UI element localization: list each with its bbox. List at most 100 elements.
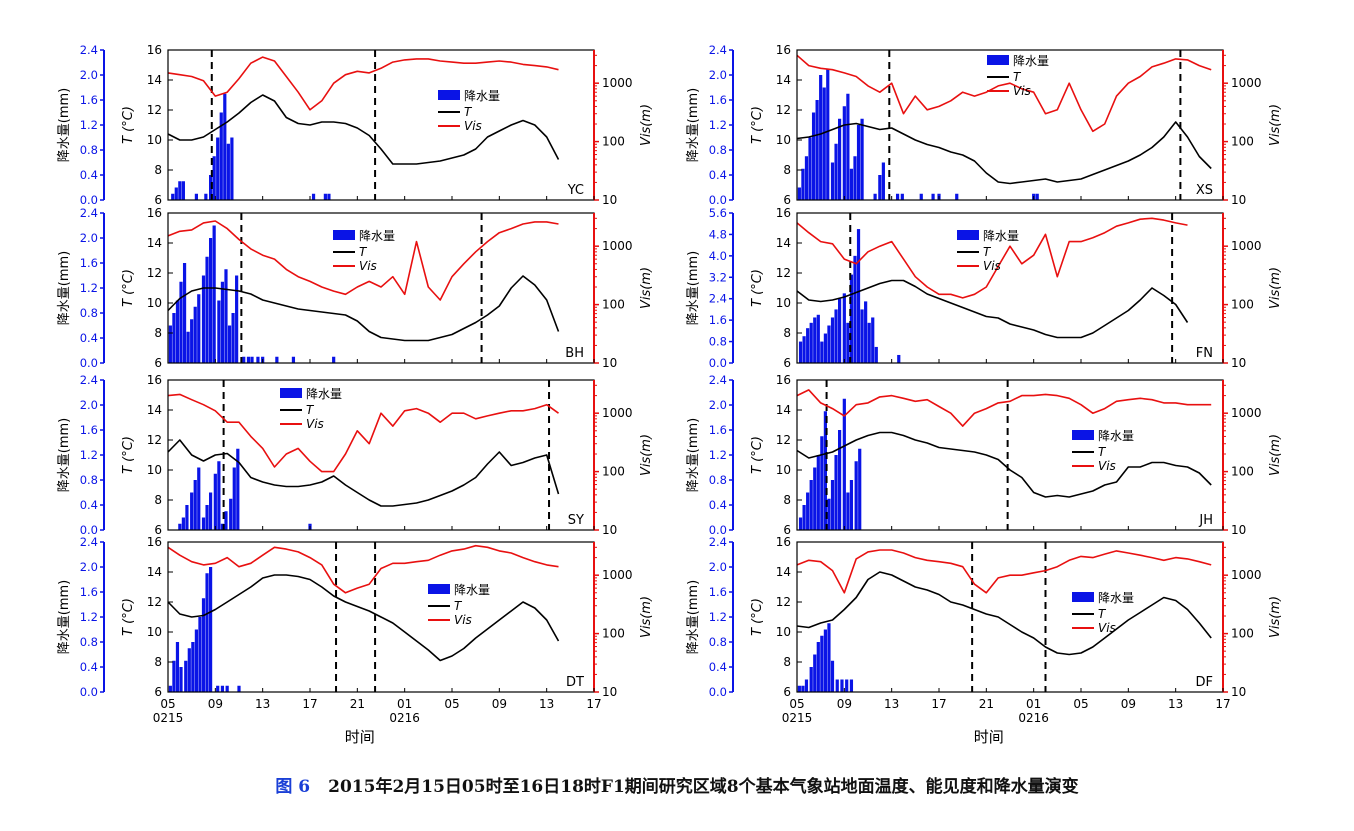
- T-axis-title: T (°C): [121, 106, 136, 144]
- precip-bar: [168, 325, 172, 363]
- x-tick-label: 13: [1168, 697, 1183, 711]
- legend-vis-label: Vis: [983, 259, 1001, 273]
- T-tick-label: 6: [154, 193, 162, 207]
- precip-tick-label: 1.2: [80, 281, 98, 295]
- precip-tick-label: 2.4: [80, 206, 98, 220]
- precip-bar: [856, 229, 861, 363]
- vis-tick-label: 1000: [1231, 239, 1262, 253]
- precip-bar: [216, 685, 220, 692]
- T-tick-label: 10: [147, 463, 162, 477]
- precip-tick-label: 1.2: [80, 118, 98, 132]
- precip-tick-label: 2.0: [80, 231, 98, 245]
- T-tick-label: 8: [154, 493, 162, 507]
- precip-bar: [220, 523, 225, 530]
- precip-bar: [849, 480, 854, 530]
- precip-bar: [201, 517, 206, 530]
- precip-bar: [250, 356, 254, 363]
- precip-bar: [201, 598, 206, 692]
- precip-bar: [212, 225, 216, 363]
- precip-bar: [830, 660, 835, 692]
- x-date-label: 0215: [153, 711, 184, 725]
- precip-bar: [171, 193, 175, 200]
- legend-precip-label: 降水量: [454, 583, 490, 597]
- x-axis-title: 时间: [974, 728, 1004, 746]
- precip-bar: [291, 356, 296, 363]
- precip-bar: [820, 341, 824, 363]
- precip-tick-label: 0.8: [80, 473, 98, 487]
- temperature-line: [796, 571, 1212, 656]
- T-tick-label: 10: [147, 296, 162, 310]
- precip-bar: [830, 480, 835, 530]
- precip-bar: [834, 309, 838, 363]
- precip-tick-label: 0.8: [80, 635, 98, 649]
- precip-bar: [919, 193, 923, 200]
- precip-bar: [846, 492, 850, 530]
- precip-tick-label: 0.0: [709, 523, 727, 537]
- T-tick-label: 10: [776, 296, 791, 310]
- T-tick-label: 14: [147, 73, 162, 87]
- vis-tick-label: 1000: [1231, 406, 1262, 420]
- x-tick-label: 17: [931, 697, 946, 711]
- precip-bar: [809, 480, 813, 530]
- precip-bar: [867, 322, 871, 363]
- precip-bar: [813, 654, 817, 692]
- precip-tick-label: 1.6: [709, 93, 727, 107]
- panel-fn: 6 8 10 12 14 16 0.0 0.8 1.6 2.4 3.2 4.0 4.8 5.6 10 100 1…: [686, 206, 1283, 370]
- precip-tick-label: 2.0: [80, 560, 98, 574]
- precip-bar: [179, 667, 183, 692]
- precip-bar: [897, 354, 901, 363]
- precip-tick-label: 0.8: [80, 143, 98, 157]
- T-tick-label: 12: [147, 595, 162, 609]
- precip-tick-label: 1.2: [80, 610, 98, 624]
- vis-axis-title: Vis(m): [1268, 434, 1283, 476]
- T-tick-label: 12: [776, 103, 791, 117]
- precip-tick-label: 2.4: [709, 43, 727, 57]
- x-tick-label: 05: [160, 697, 175, 711]
- x-tick-label: 13: [539, 697, 554, 711]
- station-label: SY: [568, 513, 584, 528]
- precip-bar: [860, 118, 864, 200]
- legend-T-label: T: [1098, 607, 1107, 621]
- T-tick-label: 16: [147, 373, 162, 387]
- x-tick-label: 09: [837, 697, 852, 711]
- T-tick-label: 16: [776, 43, 791, 57]
- precip-bar: [895, 193, 900, 200]
- T-tick-label: 12: [776, 266, 791, 280]
- x-tick-label: 21: [979, 697, 994, 711]
- vis-tick-label: 1000: [602, 406, 633, 420]
- temperature-line: [167, 439, 560, 507]
- precip-bar: [842, 106, 846, 200]
- precip-bar: [878, 175, 882, 200]
- T-tick-label: 10: [776, 625, 791, 639]
- visibility-line: [796, 217, 1188, 299]
- precip-bar: [856, 125, 861, 200]
- vis-tick-label: 10: [1231, 523, 1246, 537]
- precip-bar: [235, 275, 239, 363]
- T-tick-label: 16: [776, 206, 791, 220]
- precip-tick-label: 0.4: [80, 660, 98, 674]
- precip-tick-label: 1.6: [80, 93, 98, 107]
- T-tick-label: 12: [776, 433, 791, 447]
- precip-bar: [172, 313, 176, 363]
- legend-T-label: T: [1013, 70, 1022, 84]
- T-tick-label: 6: [783, 356, 791, 370]
- precip-bar: [193, 480, 197, 530]
- precip-tick-label: 2.4: [709, 535, 727, 549]
- precip-tick-label: 0.0: [709, 356, 727, 370]
- x-date-label: 0216: [1018, 711, 1049, 725]
- legend-precip-swatch: [333, 230, 355, 240]
- precip-bar: [190, 319, 194, 363]
- precip-bar: [194, 629, 198, 692]
- T-tick-label: 12: [147, 266, 162, 280]
- vis-axis-title: Vis(m): [1268, 596, 1283, 638]
- T-tick-label: 16: [147, 43, 162, 57]
- precip-bar: [830, 162, 835, 200]
- figure-caption: 图 6 2015年2月15日05时至16日18时F1期间研究区域8个基本气象站地面…: [0, 772, 1354, 797]
- precip-bar: [231, 313, 235, 363]
- x-tick-label: 01: [397, 697, 412, 711]
- vis-axis-title: Vis(m): [639, 104, 654, 146]
- T-tick-label: 14: [776, 236, 791, 250]
